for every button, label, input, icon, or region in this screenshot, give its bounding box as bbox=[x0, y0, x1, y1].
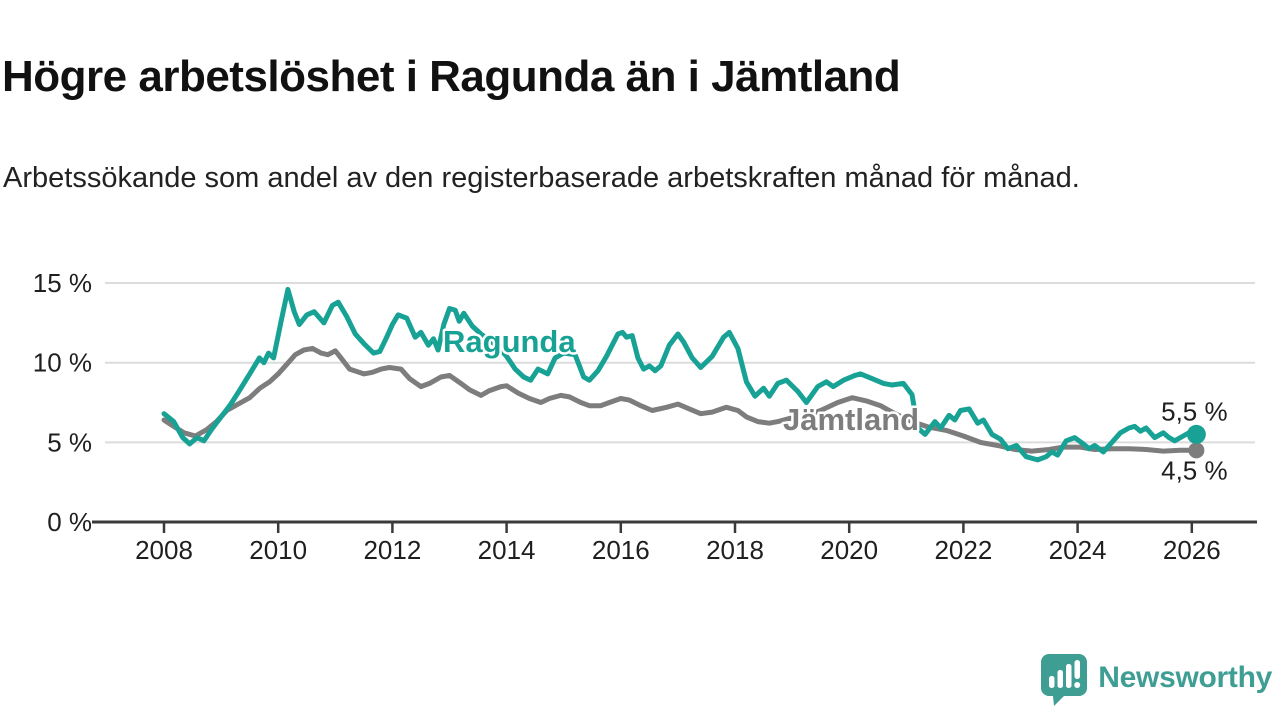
logo-bar-3 bbox=[1066, 664, 1072, 688]
jmtland-series-label: Jämtland bbox=[783, 402, 919, 437]
unemployment-line-chart: 15 % 10 % 5 % 0 % 2008 2010 2012 2014 2016 2018 20… bbox=[33, 268, 1257, 565]
logo-bar-2 bbox=[1057, 670, 1064, 688]
ragunda-line bbox=[161, 286, 1199, 463]
x-axis-label-2010: 2010 bbox=[249, 535, 307, 565]
ragunda-end-value-label: 5,5 % bbox=[1161, 396, 1228, 426]
y-axis-label-5: 5 % bbox=[47, 427, 92, 457]
logo-exclamation-dot bbox=[1074, 682, 1081, 688]
newsworthy-branding: Newsworthy bbox=[1037, 648, 1272, 708]
chart-title: Högre arbetslöshet i Ragunda än i Jämtla… bbox=[2, 52, 901, 102]
jmtland-line bbox=[161, 345, 1199, 454]
logo-exclamation-bar bbox=[1074, 660, 1081, 679]
ragunda-end-dot bbox=[1186, 424, 1206, 444]
y-axis-label-15: 15 % bbox=[33, 268, 92, 298]
chart-subtitle: Arbetssökande som andel av den registerb… bbox=[3, 162, 1080, 194]
ragunda-series-label: Ragunda bbox=[443, 324, 576, 359]
x-axis-label-2022: 2022 bbox=[934, 535, 992, 565]
x-axis-label-2016: 2016 bbox=[592, 535, 650, 565]
x-axis-label-2018: 2018 bbox=[706, 535, 764, 565]
x-axis-label-2026: 2026 bbox=[1163, 535, 1221, 565]
jmtland-end-value-label: 4,5 % bbox=[1161, 455, 1228, 485]
logo-bubble-shape bbox=[1041, 654, 1088, 706]
x-axis-label-2008: 2008 bbox=[135, 535, 193, 565]
newsworthy-logo-text: Newsworthy bbox=[1098, 661, 1272, 694]
y-axis-label-0: 0 % bbox=[47, 507, 92, 537]
y-axis-label-10: 10 % bbox=[33, 348, 92, 378]
logo-bar-1 bbox=[1049, 676, 1055, 688]
x-axis-label-2020: 2020 bbox=[820, 535, 878, 565]
newsworthy-logo-icon bbox=[1041, 654, 1088, 706]
jmtland-end-dot bbox=[1188, 442, 1205, 459]
x-axis-label-2014: 2014 bbox=[478, 535, 536, 565]
x-axis-label-2024: 2024 bbox=[1049, 535, 1107, 565]
x-axis-label-2012: 2012 bbox=[363, 535, 421, 565]
